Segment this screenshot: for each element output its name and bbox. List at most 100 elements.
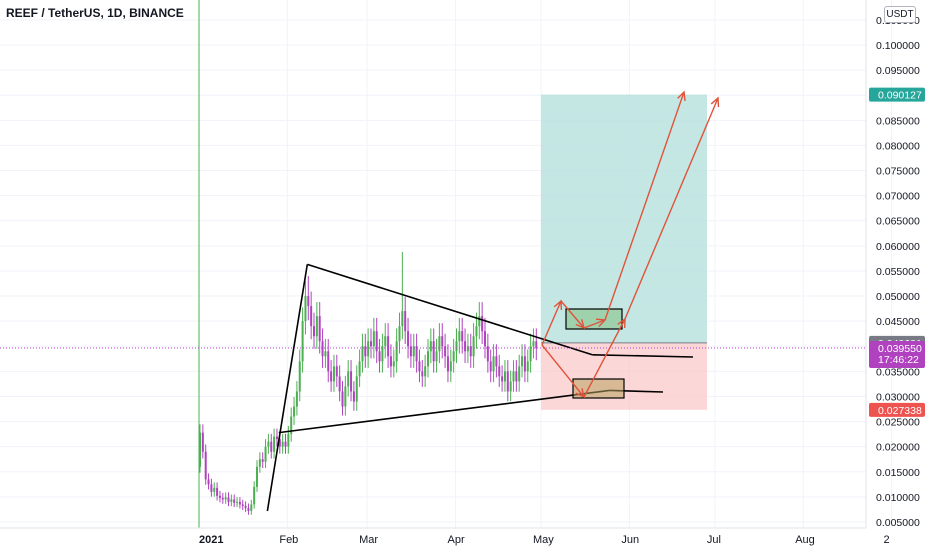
time-tick-label: Apr	[448, 534, 465, 546]
candle-body	[207, 479, 210, 485]
candle	[207, 473, 210, 490]
candle-body	[398, 326, 401, 342]
projection-arrows[interactable]	[541, 90, 720, 399]
candle-body	[401, 311, 404, 327]
candle-body	[258, 459, 261, 467]
candle	[301, 307, 304, 373]
candle	[230, 494, 233, 507]
candle	[484, 317, 486, 359]
candle	[503, 360, 506, 392]
candle	[233, 494, 236, 508]
candle	[370, 328, 372, 359]
price-tick-label: 0.015000	[876, 467, 920, 479]
candle-body	[313, 326, 315, 337]
candle-body	[256, 466, 258, 487]
candle	[250, 499, 253, 515]
candle	[518, 354, 521, 392]
triangle-upper-extension[interactable]	[592, 353, 694, 358]
candle-body	[367, 341, 370, 357]
candle	[256, 460, 258, 492]
breakout-box[interactable]	[565, 308, 623, 330]
candle-body	[381, 346, 384, 362]
candle-body	[492, 356, 495, 372]
current-price-tag-text: 17:46:22	[878, 354, 919, 366]
price-tick-label: 0.025000	[876, 417, 920, 429]
candle	[375, 317, 378, 364]
candle-body	[441, 336, 444, 347]
candle	[478, 302, 481, 340]
candle	[424, 354, 427, 387]
candle	[347, 360, 350, 397]
arrow-shaft	[560, 300, 585, 329]
candle-body	[521, 356, 524, 367]
candle-body	[444, 346, 447, 357]
price-tick-label: 0.070000	[876, 191, 920, 203]
candle	[330, 360, 333, 392]
candle	[201, 424, 204, 459]
arrow-shaft	[541, 300, 562, 346]
candle-body	[418, 361, 421, 372]
candle-body	[461, 331, 464, 342]
currency-badge[interactable]: USDT	[884, 6, 916, 23]
candle-body	[221, 497, 224, 500]
candle	[532, 328, 535, 359]
price-axis[interactable]: 0.005000 0.010000 0.015000 0.020000 0.025000…	[865, 0, 920, 529]
candle	[258, 452, 261, 473]
candle-body	[409, 346, 412, 357]
current-price-tag-bg	[869, 341, 925, 368]
triangle-drawing[interactable]	[266, 263, 694, 512]
candle	[466, 333, 469, 364]
position-zones	[541, 94, 707, 410]
price-tick-label: 0.085000	[876, 115, 920, 127]
time-tick-label: Aug	[795, 534, 815, 546]
triangle-lower-line[interactable]	[278, 389, 610, 434]
candle-body	[466, 346, 469, 352]
price-tick-label: 0.100000	[876, 40, 920, 52]
symbol-title[interactable]: REEF / TetherUS, 1D, BINANCE	[6, 6, 184, 20]
target-price-tag: 0.090127	[869, 87, 925, 102]
candle-body	[290, 416, 293, 435]
candle	[355, 365, 358, 411]
arrow-target-2[interactable]	[624, 96, 720, 320]
candle-body	[458, 331, 461, 342]
candle	[521, 344, 524, 378]
arrow-shaft	[583, 318, 626, 398]
candle-body	[332, 366, 335, 382]
candle-body	[472, 336, 475, 357]
candle-body	[307, 296, 310, 307]
candle	[449, 349, 452, 383]
candle	[281, 433, 284, 454]
candle-body	[432, 341, 435, 362]
candle	[367, 328, 370, 368]
arrow-target-1[interactable]	[604, 90, 686, 321]
candle-body	[230, 499, 233, 502]
candle-body	[509, 381, 512, 392]
arrow-shaft	[583, 319, 606, 329]
candle-body	[464, 341, 467, 352]
candle	[338, 365, 341, 402]
candle	[492, 344, 495, 383]
triangle-left-line[interactable]	[266, 264, 309, 512]
candle-body	[535, 341, 538, 349]
candle-body	[501, 376, 504, 382]
candle-body	[412, 346, 415, 357]
candle	[412, 333, 415, 368]
chart-grid	[0, 0, 893, 528]
candle-body	[335, 366, 338, 377]
candle-body	[498, 366, 501, 377]
time-axis[interactable]: 2021 Feb Mar Apr May Jun Jul Aug 2	[0, 527, 890, 546]
candle-body	[532, 341, 535, 347]
candle-body	[361, 346, 364, 362]
candle	[321, 328, 324, 368]
candle-body	[364, 346, 367, 357]
candle-body	[347, 371, 350, 387]
price-tick-label: 0.045000	[876, 316, 920, 328]
candle	[387, 323, 390, 368]
candle	[384, 323, 387, 359]
candle	[287, 425, 290, 454]
candle-body	[395, 341, 398, 362]
arrow-head	[677, 90, 686, 102]
candle	[421, 360, 424, 387]
candle-body	[341, 391, 344, 407]
